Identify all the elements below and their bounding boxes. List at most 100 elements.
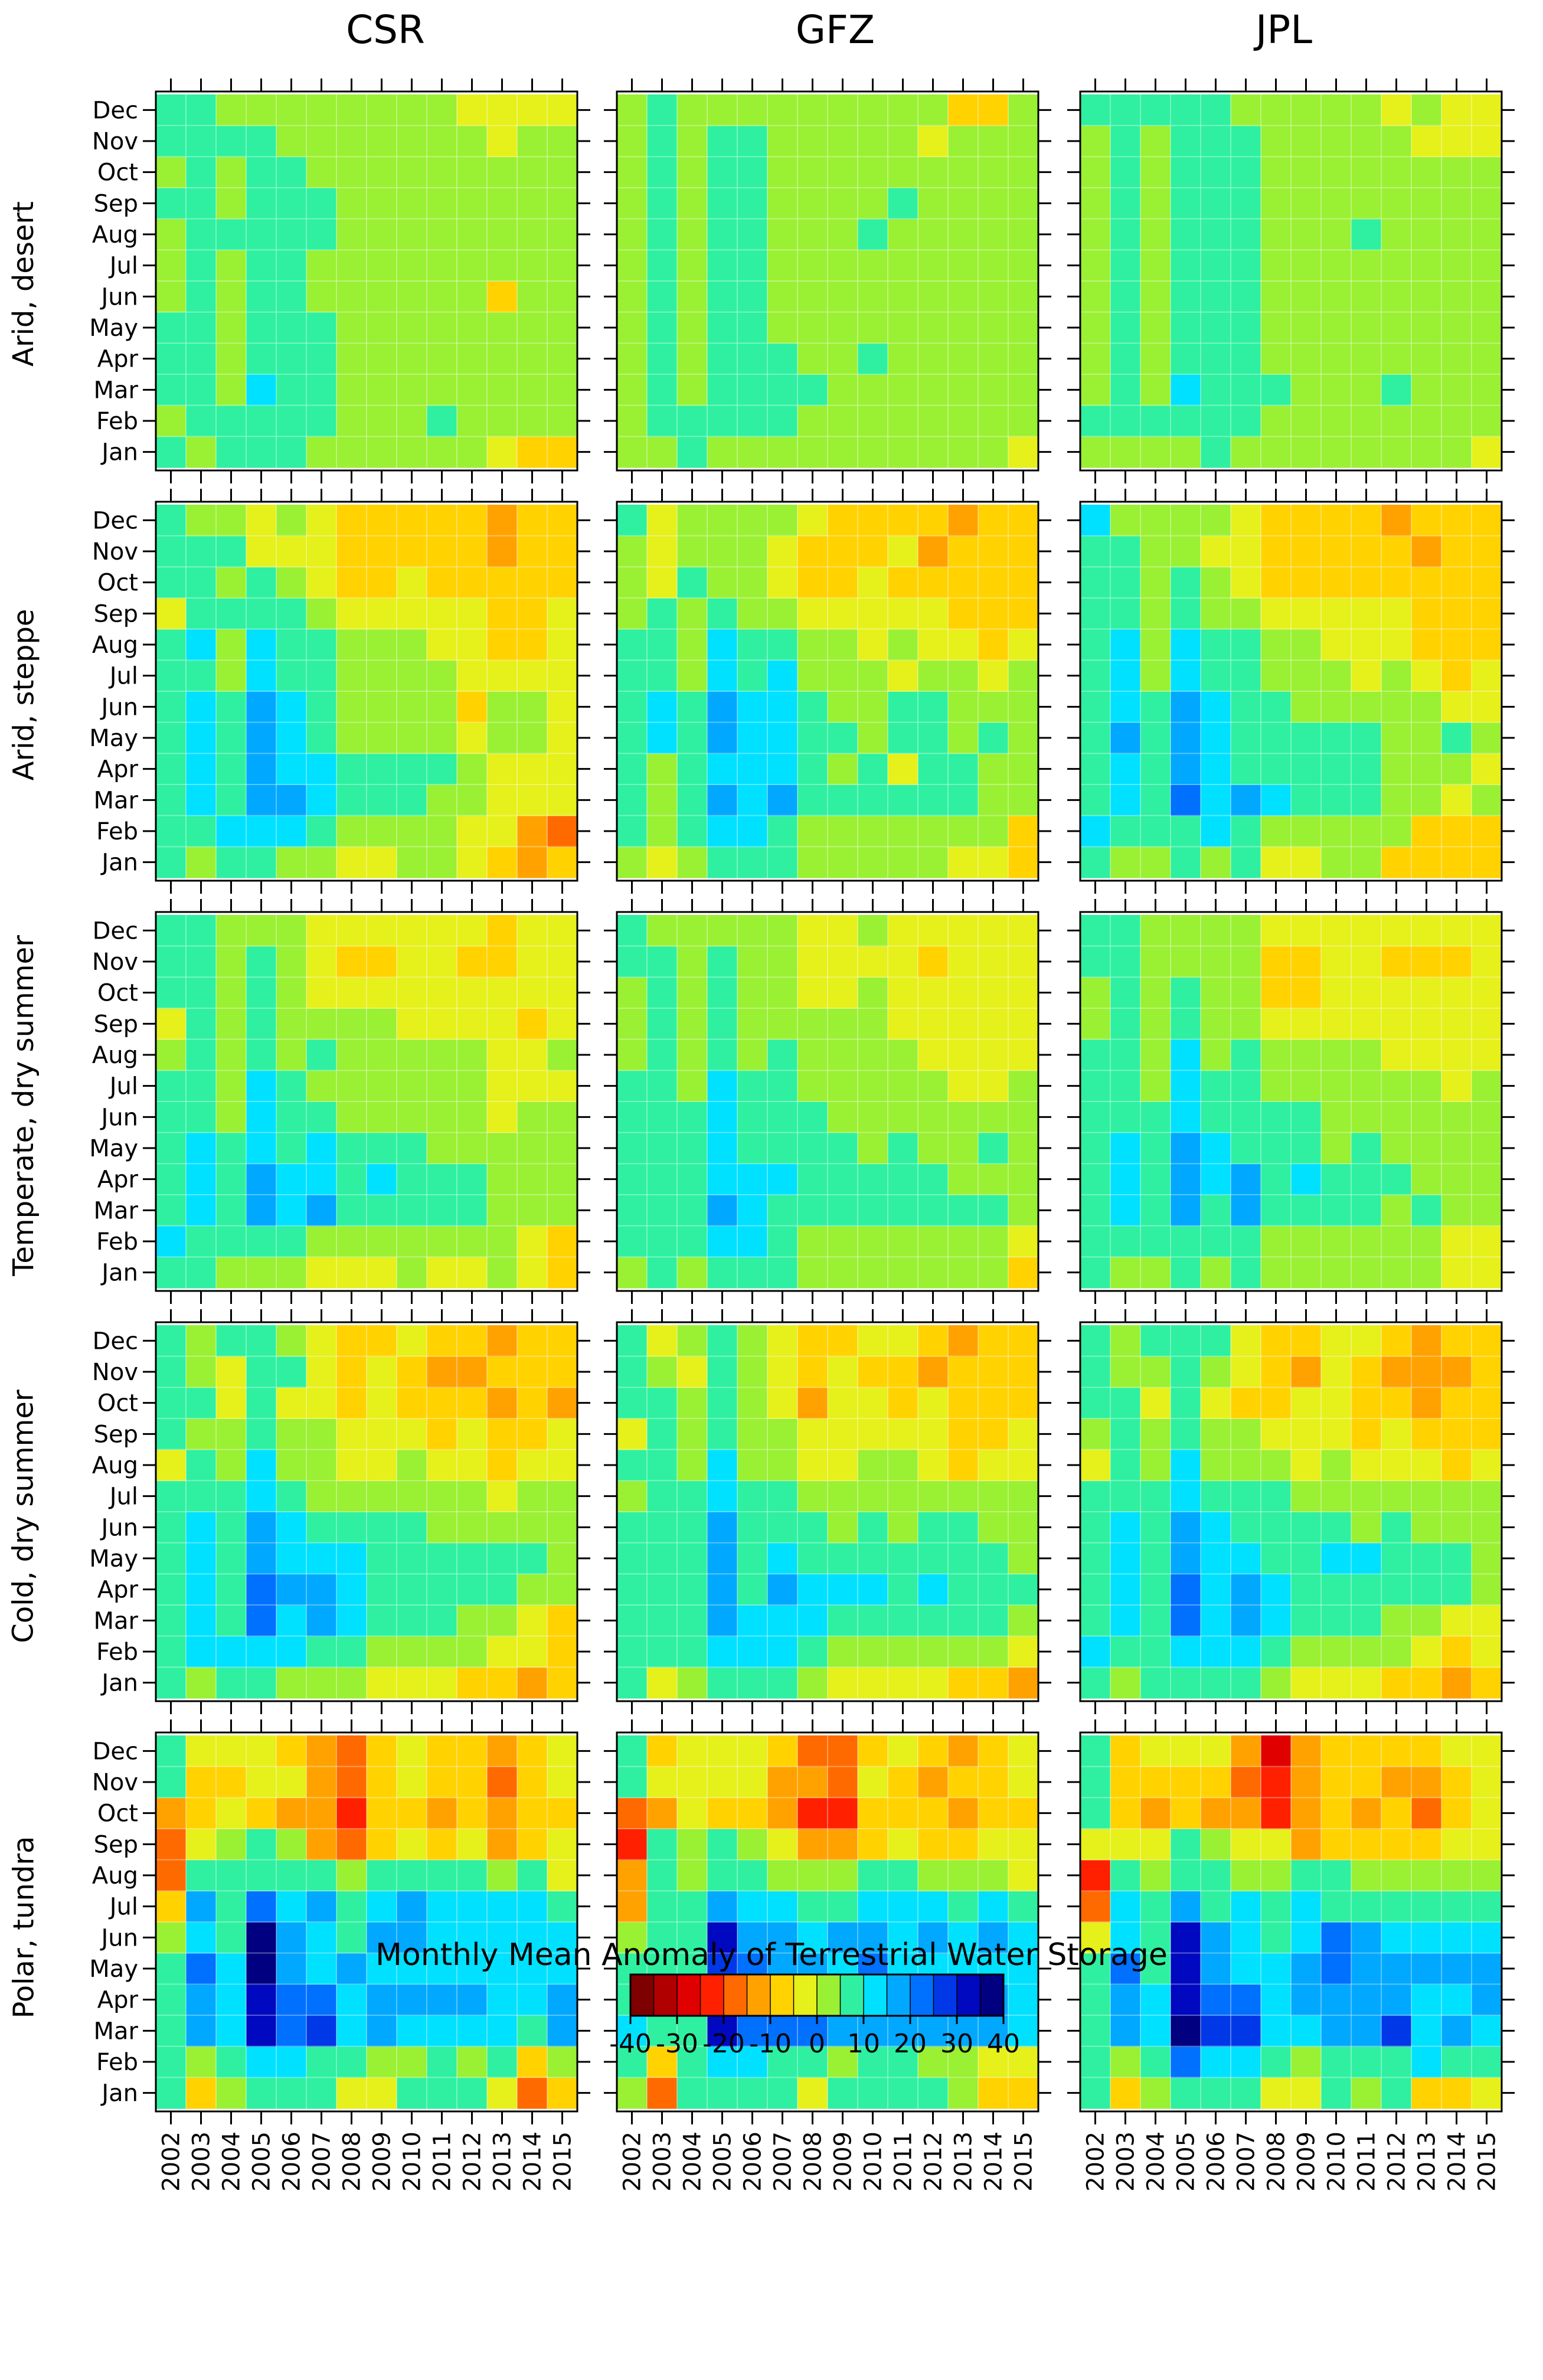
heatmap-cell <box>1411 977 1442 1009</box>
heatmap-cell <box>1008 1132 1039 1164</box>
y-tick-label: Jun <box>100 1924 139 1951</box>
heatmap-cell <box>707 1132 738 1164</box>
colorbar-tick-label: -10 <box>749 2029 792 2059</box>
heatmap-cell <box>1171 405 1201 437</box>
heatmap-cell <box>306 1829 337 1861</box>
heatmap-cell <box>487 1356 518 1388</box>
heatmap-cell <box>617 629 648 661</box>
heatmap-cell <box>647 1891 678 1923</box>
heatmap-cell <box>246 846 277 878</box>
heatmap-cell <box>547 1449 578 1481</box>
heatmap-cell <box>858 1449 888 1481</box>
heatmap-cell <box>246 1101 277 1133</box>
y-tick-label: Feb <box>96 2049 138 2076</box>
heatmap-cell <box>397 846 427 878</box>
heatmap-cell <box>647 1008 678 1040</box>
heatmap-cell <box>547 915 578 947</box>
heatmap-cell <box>276 1829 307 1861</box>
heatmap-cell <box>677 1922 708 1954</box>
heatmap-cell <box>1171 2015 1201 2047</box>
heatmap-cell <box>737 1512 768 1544</box>
heatmap-cell <box>1472 598 1502 630</box>
heatmap-cell <box>1381 535 1412 567</box>
heatmap-cell <box>276 1039 307 1071</box>
heatmap-cell <box>1201 312 1231 344</box>
heatmap-cell <box>186 1605 217 1637</box>
heatmap-cell <box>617 1636 648 1668</box>
heatmap-cell <box>397 1953 427 1985</box>
colorbar-swatch <box>653 1974 678 2016</box>
heatmap-cell <box>186 1101 217 1133</box>
heatmap-cell <box>828 1480 858 1512</box>
heatmap-cell <box>306 156 337 188</box>
heatmap-cell <box>1441 188 1472 220</box>
heatmap-cell <box>457 1953 488 1985</box>
heatmap-cell <box>1472 815 1502 847</box>
heatmap-cell <box>1261 815 1292 847</box>
heatmap-cell <box>186 1574 217 1606</box>
y-tick-label: Sep <box>94 1421 138 1448</box>
heatmap-cell <box>797 598 828 630</box>
heatmap-cell <box>427 1387 457 1419</box>
heatmap-cell <box>487 1387 518 1419</box>
heatmap-cell <box>216 436 247 468</box>
heatmap-cell <box>517 281 548 313</box>
heatmap-cell <box>306 1356 337 1388</box>
heatmap-cell <box>888 1512 918 1544</box>
colorbar-swatch <box>956 1974 981 2016</box>
heatmap-cell <box>397 1418 427 1450</box>
heatmap-cell <box>1080 125 1111 157</box>
heatmap-cell <box>1441 1512 1472 1544</box>
heatmap-cell <box>1140 946 1171 978</box>
heatmap-cell <box>1472 312 1502 344</box>
heatmap-cell <box>1110 1039 1141 1071</box>
heatmap-cell <box>306 660 337 692</box>
heatmap-cell <box>457 1418 488 1450</box>
heatmap-cell <box>918 125 949 157</box>
heatmap-cell <box>858 1829 888 1861</box>
heatmap-cell <box>948 1101 979 1133</box>
heatmap-cell <box>918 1766 949 1798</box>
heatmap-cell <box>1261 1922 1292 1954</box>
heatmap-cell <box>1110 1418 1141 1450</box>
heatmap-cell <box>246 691 277 723</box>
heatmap-cell <box>707 1512 738 1544</box>
heatmap-cell <box>858 374 888 406</box>
heatmap-cell <box>1441 343 1472 375</box>
heatmap-cell <box>1008 2077 1039 2109</box>
y-tick-label: Apr <box>97 1166 139 1194</box>
heatmap-cell <box>306 784 337 816</box>
heatmap-cell <box>828 1542 858 1574</box>
heatmap-cell <box>427 1512 457 1544</box>
heatmap-cell <box>1441 250 1472 282</box>
heatmap-cell <box>1351 1667 1382 1699</box>
heatmap-cell <box>276 1356 307 1388</box>
heatmap-cell <box>647 598 678 630</box>
heatmap-cell <box>186 1922 217 1954</box>
heatmap-cell <box>828 1132 858 1164</box>
heatmap-cell <box>1261 1418 1292 1450</box>
heatmap-cell <box>1441 1449 1472 1481</box>
heatmap-cell <box>617 567 648 599</box>
heatmap-cell <box>216 188 247 220</box>
heatmap-cell <box>336 1766 367 1798</box>
heatmap-cell <box>1411 281 1442 313</box>
heatmap-cell <box>767 1859 798 1891</box>
heatmap-cell <box>1231 405 1261 437</box>
heatmap-cell <box>978 535 1009 567</box>
heatmap-cell <box>276 660 307 692</box>
heatmap-cell <box>1201 1257 1231 1289</box>
heatmap-cell <box>367 1387 397 1419</box>
heatmap-cell <box>797 125 828 157</box>
heatmap-cell <box>517 1449 548 1481</box>
heatmap-cell <box>1291 505 1322 537</box>
heatmap-cell <box>156 1195 187 1227</box>
heatmap-cell <box>1291 1542 1322 1574</box>
heatmap-cell <box>1231 691 1261 723</box>
heatmap-cell <box>948 1387 979 1419</box>
heatmap-cell <box>1351 1418 1382 1450</box>
heatmap-cell <box>427 374 457 406</box>
heatmap-cell <box>1080 946 1111 978</box>
heatmap-cell <box>1291 784 1322 816</box>
